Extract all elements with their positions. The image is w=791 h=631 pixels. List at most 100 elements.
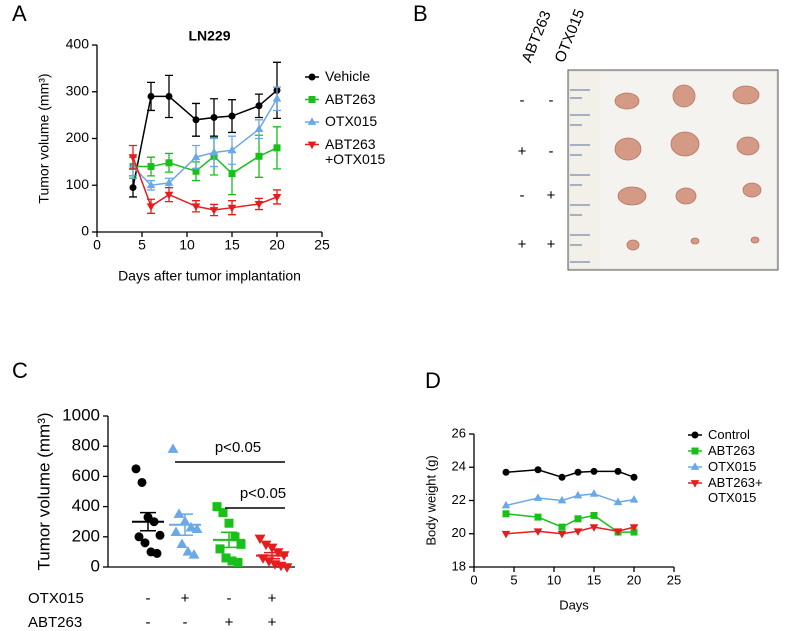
sem-bar	[221, 531, 237, 549]
y-tick-label: 0	[81, 223, 89, 239]
y-tick-label: 800	[72, 436, 100, 455]
treatment-sign: +	[518, 143, 527, 160]
legend-label: ABT263	[325, 90, 376, 107]
y-tick-label: 20	[452, 525, 466, 540]
marker	[630, 473, 638, 481]
marker	[210, 113, 218, 121]
marker	[590, 467, 598, 475]
marker	[502, 510, 510, 518]
legend-marker	[691, 447, 699, 455]
sem-bar	[177, 513, 193, 537]
marker	[129, 184, 137, 192]
condition-label: OTX015	[28, 590, 84, 607]
marker	[224, 518, 234, 528]
marker	[557, 530, 567, 539]
condition-sign: +	[268, 614, 277, 631]
chart-title: LN229	[188, 28, 230, 44]
marker	[165, 159, 173, 167]
condition-sign: +	[268, 590, 277, 607]
y-tick-label: 200	[72, 526, 100, 545]
x-tick-label: 25	[667, 572, 681, 587]
marker	[165, 92, 173, 100]
marker	[272, 194, 282, 202]
marker	[215, 544, 225, 554]
marker	[228, 112, 236, 120]
legend-label: OTX015	[708, 459, 757, 474]
legend-marker	[307, 117, 317, 125]
marker	[192, 116, 200, 124]
significance-label: p<0.05	[240, 485, 286, 502]
marker	[131, 464, 141, 474]
sem-bar	[264, 551, 280, 560]
y-tick-label: 18	[452, 558, 466, 573]
legend-label: OTX015	[325, 113, 378, 129]
y-tick-label: 400	[66, 36, 90, 52]
marker	[254, 534, 266, 545]
y-tick-label: 600	[72, 466, 100, 485]
legend-marker	[690, 480, 700, 488]
tumor-photo	[567, 69, 779, 271]
x-axis-label: Days	[559, 597, 589, 612]
marker	[182, 546, 194, 556]
y-axis-label: Tumor volume (mm³)	[34, 412, 53, 570]
legend-label: ABT263	[708, 443, 755, 458]
marker	[613, 497, 623, 506]
x-tick-label: 0	[470, 572, 477, 587]
treatment-sign: -	[520, 92, 525, 109]
marker	[164, 191, 174, 200]
marker	[146, 180, 156, 189]
condition-sign: +	[181, 590, 190, 607]
y-tick-label: 22	[452, 492, 466, 507]
marker	[188, 549, 200, 559]
marker	[134, 532, 144, 542]
x-tick-label: 25	[314, 237, 330, 253]
marker	[191, 152, 201, 161]
treatment-sign: -	[520, 187, 525, 204]
marker	[191, 523, 203, 533]
marker	[164, 178, 174, 186]
marker	[281, 563, 293, 573]
y-tick-label: 300	[66, 82, 90, 98]
y-axis-label: Body weight (g)	[423, 455, 438, 545]
marker	[185, 521, 197, 532]
marker	[228, 170, 236, 178]
x-tick-label: 10	[179, 237, 195, 253]
x-axis-label: Days after tumor implantation	[118, 268, 301, 284]
series-line	[132, 98, 278, 187]
marker	[589, 489, 599, 497]
marker	[173, 508, 185, 518]
y-tick-label: 400	[72, 496, 100, 515]
condition-sign: -	[183, 614, 188, 631]
marker	[170, 526, 182, 536]
panel-label: A	[12, 1, 27, 26]
marker	[137, 477, 147, 487]
marker	[502, 468, 510, 476]
legend-label: ABT263 +OTX015	[325, 135, 386, 167]
marker	[534, 466, 542, 474]
y-tick-label: 26	[452, 425, 466, 440]
condition-sign: +	[225, 614, 234, 631]
marker	[574, 515, 582, 523]
legend-marker	[308, 96, 316, 103]
marker	[212, 502, 222, 512]
x-tick-label: 15	[224, 237, 240, 253]
legend-label: Vehicle	[325, 68, 371, 84]
legend-marker	[690, 462, 700, 470]
legend-marker	[308, 73, 316, 81]
x-tick-label: 10	[547, 572, 561, 587]
legend-label: ABT263+ OTX015	[708, 475, 763, 505]
marker	[233, 557, 243, 567]
marker	[629, 524, 639, 532]
marker	[573, 528, 583, 536]
treatment-sign: -	[549, 92, 554, 109]
marker	[152, 548, 162, 558]
y-axis-label: Tumor volume (mm³)	[36, 73, 52, 203]
marker	[227, 204, 237, 213]
marker	[558, 523, 566, 531]
treatment-sign: -	[549, 143, 554, 160]
tumors	[614, 84, 762, 251]
significance-label: p<0.05	[215, 439, 261, 456]
column-label: ABT263	[519, 8, 555, 65]
marker	[218, 508, 228, 518]
